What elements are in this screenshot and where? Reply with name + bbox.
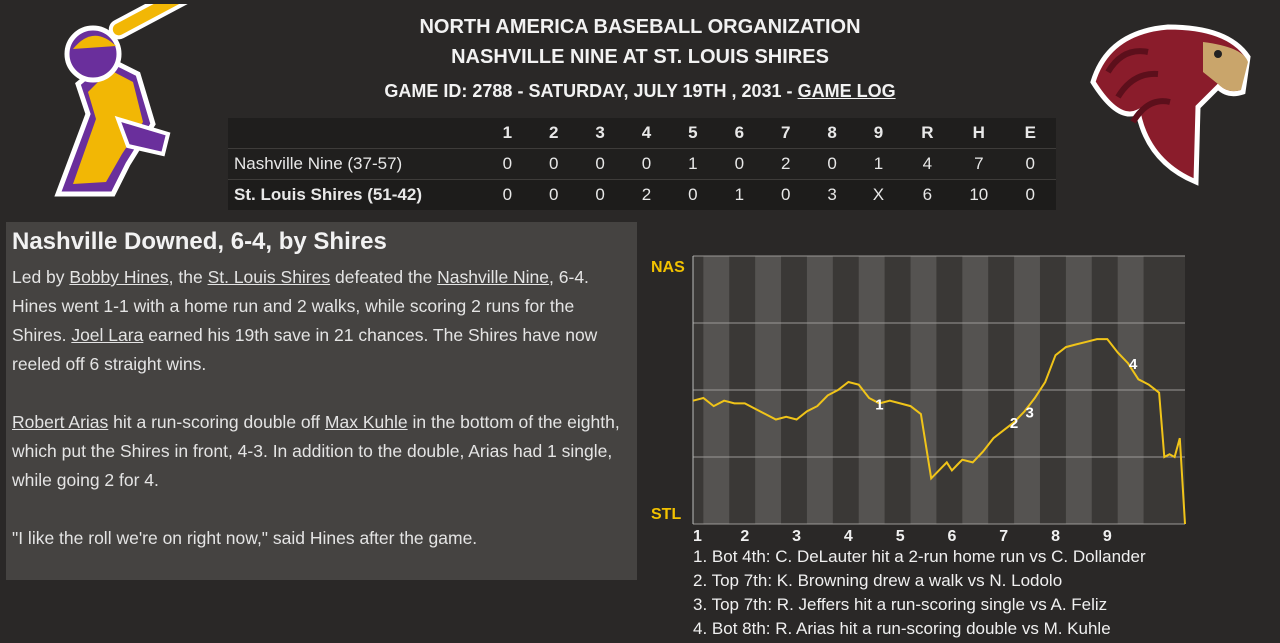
x-tick-label: 5 xyxy=(896,528,905,545)
game-log-link[interactable]: GAME LOG xyxy=(797,81,896,101)
x-tick-label: 2 xyxy=(740,528,749,545)
inning-header: 6 xyxy=(716,118,763,149)
event-marker: 1 xyxy=(875,396,883,413)
runs-cell: 6 xyxy=(922,185,933,204)
game-info-text: GAME ID: 2788 - SATURDAY, JULY 19TH , 20… xyxy=(384,81,793,101)
inning-header: 4 xyxy=(623,118,670,149)
hits-cell: 10 xyxy=(969,185,989,204)
player-link[interactable]: Max Kuhle xyxy=(324,412,408,432)
key-event: 1. Bot 4th: C. DeLauter hit a 2-run home… xyxy=(693,547,1146,566)
away-axis-label: NAS xyxy=(651,259,685,276)
story-paragraph-3: "I like the roll we're on right now," sa… xyxy=(12,528,478,548)
inning-header: 5 xyxy=(669,118,717,149)
hits-cell: 7 xyxy=(974,154,984,173)
inning-header: 1 xyxy=(484,118,531,149)
home-team-row: St. Louis Shires (51-42) 0 0 0 2 0 1 0 3… xyxy=(228,179,1056,210)
key-event: 3. Top 7th: R. Jeffers hit a run-scoring… xyxy=(693,595,1108,614)
score-cell: 1 xyxy=(734,185,745,204)
team-column-header xyxy=(228,118,485,149)
game-info: GAME ID: 2788 - SATURDAY, JULY 19TH , 20… xyxy=(0,81,1280,102)
horse-head-logo xyxy=(1090,24,1251,186)
story-text: , the xyxy=(168,267,208,287)
score-cell: 0 xyxy=(502,185,513,204)
score-cell: 0 xyxy=(827,154,837,173)
player-link[interactable]: Bobby Hines xyxy=(69,267,169,287)
errors-cell: 0 xyxy=(1025,185,1035,204)
x-tick-label: 1 xyxy=(693,528,702,545)
x-tick-label: 8 xyxy=(1051,528,1060,545)
line-score-table: 1 2 3 4 5 6 7 8 9 R H E Nashville Nine (… xyxy=(228,118,1056,210)
batter-mascot-logo xyxy=(54,4,195,197)
score-cell: 0 xyxy=(734,154,745,173)
score-cell: 1 xyxy=(873,154,884,173)
team-link[interactable]: Nashville Nine xyxy=(437,267,550,287)
inning-header: 8 xyxy=(808,118,856,149)
score-cell: 0 xyxy=(641,154,652,173)
score-cell: 3 xyxy=(827,185,837,204)
key-event: 2. Top 7th: K. Browning drew a walk vs N… xyxy=(693,571,1063,590)
x-tick-label: 3 xyxy=(792,528,801,545)
win-probability-line xyxy=(692,338,1186,525)
errors-header: E xyxy=(1004,118,1056,149)
story-text: hit a run-scoring double off xyxy=(108,412,325,432)
score-cell: 2 xyxy=(641,185,652,204)
player-link[interactable]: Joel Lara xyxy=(71,325,144,345)
score-cell: 0 xyxy=(502,154,513,173)
x-tick-label: 4 xyxy=(844,528,853,545)
inning-header: 3 xyxy=(576,118,624,149)
x-tick-label: 7 xyxy=(999,528,1008,545)
inning-header: 2 xyxy=(530,118,577,149)
story-paragraph-2: Robert Arias hit a run-scoring double of… xyxy=(12,408,631,495)
event-marker: 2 xyxy=(1010,415,1018,432)
score-cell: X xyxy=(872,185,885,204)
score-cell: 0 xyxy=(780,185,791,204)
story-headline: Nashville Downed, 6-4, by Shires xyxy=(12,228,387,255)
player-link[interactable]: Robert Arias xyxy=(12,412,109,432)
score-cell: 2 xyxy=(780,154,791,173)
runs-header: R xyxy=(901,118,954,149)
errors-cell: 0 xyxy=(1025,154,1035,173)
key-event: 4. Bot 8th: R. Arias hit a run-scoring d… xyxy=(693,619,1111,638)
score-cell: 0 xyxy=(688,185,698,204)
home-axis-label: STL xyxy=(651,506,681,523)
team-link[interactable]: St. Louis Shires xyxy=(207,267,331,287)
story-text: defeated the xyxy=(330,267,438,287)
x-tick-label: 6 xyxy=(947,528,956,545)
x-tick-label: 9 xyxy=(1103,528,1112,545)
story-paragraph-1: Led by Bobby Hines, the St. Louis Shires… xyxy=(12,263,631,379)
event-marker: 4 xyxy=(1129,356,1138,373)
score-cell: 0 xyxy=(549,154,559,173)
score-cell: 0 xyxy=(595,185,605,204)
home-team-name[interactable]: St. Louis Shires (51-42) xyxy=(234,185,422,204)
line-score-header-row: 1 2 3 4 5 6 7 8 9 R H E xyxy=(228,118,1056,149)
matchup-title: NASHVILLE NINE AT ST. LOUIS SHIRES xyxy=(451,46,829,68)
organization-title: NORTH AMERICA BASEBALL ORGANIZATION xyxy=(419,16,861,38)
key-events-list: 1. Bot 4th: C. DeLauter hit a 2-run home… xyxy=(693,545,1273,641)
score-cell: 0 xyxy=(595,154,605,173)
hits-header: H xyxy=(953,118,1005,149)
game-story-panel: Nashville Downed, 6-4, by Shires Led by … xyxy=(6,222,637,580)
story-text: in the bottom of the eighth, which put t… xyxy=(12,412,620,490)
score-cell: 0 xyxy=(549,185,559,204)
inning-header: 9 xyxy=(855,118,902,149)
inning-header: 7 xyxy=(762,118,809,149)
story-text: Led by xyxy=(12,267,70,287)
runs-cell: 4 xyxy=(922,154,933,173)
away-team-name[interactable]: Nashville Nine (37-57) xyxy=(234,154,403,173)
away-team-row: Nashville Nine (37-57) 0 0 0 0 1 0 2 0 1… xyxy=(228,148,1056,180)
score-cell: 1 xyxy=(688,154,698,173)
event-marker: 3 xyxy=(1025,404,1033,421)
story-text: , 6-4. Hines went 1-1 with a home run an… xyxy=(12,267,589,345)
story-text: earned his 19th save in 21 chances. The … xyxy=(12,325,598,374)
